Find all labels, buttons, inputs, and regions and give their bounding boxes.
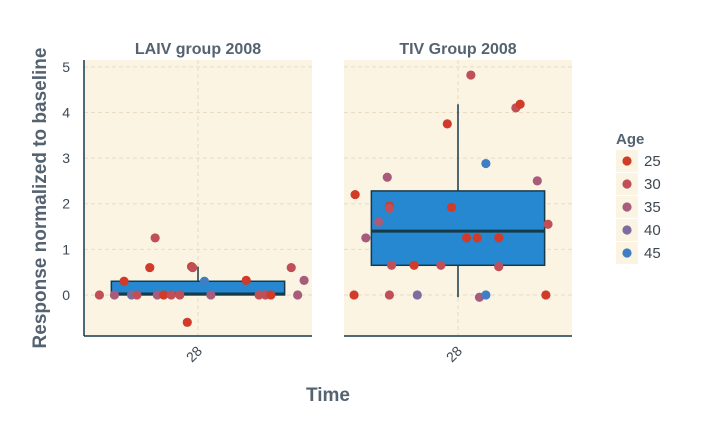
data-point [481, 290, 491, 300]
data-point [461, 233, 472, 243]
y-tick-label: 3 [62, 150, 70, 166]
panel-title: LAIV group 2008 [135, 41, 261, 58]
y-axis-title: Response normalized to baseline [30, 48, 51, 349]
y-tick-label: 5 [62, 59, 70, 75]
data-point [442, 119, 452, 129]
legend-label: 45 [644, 245, 661, 262]
data-point [199, 276, 210, 286]
data-point [494, 233, 504, 243]
data-point [361, 233, 371, 243]
data-point [206, 290, 216, 300]
data-point [543, 219, 553, 229]
data-point [382, 172, 392, 182]
data-point [152, 290, 162, 300]
legend-title: Age [616, 131, 644, 148]
data-point [374, 217, 384, 227]
data-point [150, 233, 160, 243]
data-point [349, 290, 359, 300]
data-point [409, 260, 419, 270]
data-point [350, 189, 360, 200]
data-point [175, 290, 185, 300]
y-tick-label: 0 [62, 287, 70, 303]
data-point [166, 290, 176, 300]
legend-key [622, 179, 632, 189]
panel-2: 28 TIV Group 2008 [344, 41, 572, 365]
y-tick-label: 4 [62, 104, 70, 120]
data-point [384, 290, 395, 300]
legend-key [622, 202, 632, 212]
legend-label: 40 [644, 222, 661, 239]
legend-label: 25 [644, 153, 661, 170]
legend-key [622, 225, 632, 235]
data-point [466, 70, 476, 80]
data-point [119, 276, 129, 286]
data-point [254, 290, 264, 300]
data-point [532, 176, 542, 186]
legend: Age 25 30 35 40 45 [616, 131, 661, 264]
y-tick-label: 2 [62, 196, 70, 212]
legend-key [622, 156, 632, 166]
data-point [412, 290, 422, 300]
y-tick-label: 1 [62, 241, 70, 257]
data-point [286, 262, 296, 273]
data-point [436, 260, 446, 270]
x-axis-title: Time [306, 385, 350, 406]
legend-key [622, 248, 632, 258]
data-point [132, 290, 142, 300]
data-point [481, 158, 491, 169]
data-point [145, 262, 155, 273]
data-point [472, 233, 482, 243]
data-point [299, 275, 309, 285]
data-point [494, 262, 504, 272]
data-point [94, 290, 105, 300]
chart-panels: 0 1 2 3 4 5 28 LAIV group 2008 28 TIV Group 2008 [62, 41, 572, 365]
panel-title: TIV Group 2008 [399, 41, 516, 58]
data-point [109, 290, 120, 300]
panel-1: 0 1 2 3 4 5 28 LAIV group 2008 [62, 41, 312, 365]
legend-label: 35 [644, 199, 661, 216]
data-point [541, 290, 551, 300]
legend-label: 30 [644, 176, 661, 193]
x-tick-label: 28 [443, 343, 465, 365]
data-point [515, 99, 525, 109]
data-point [159, 290, 169, 300]
box [370, 190, 546, 267]
data-point [384, 203, 395, 213]
x-tick-label: 28 [183, 343, 205, 365]
data-point [188, 262, 198, 273]
data-point [386, 260, 397, 270]
data-point [293, 290, 303, 300]
data-point [182, 317, 192, 327]
data-point [266, 290, 276, 300]
data-point [241, 275, 251, 285]
data-point [446, 202, 457, 212]
